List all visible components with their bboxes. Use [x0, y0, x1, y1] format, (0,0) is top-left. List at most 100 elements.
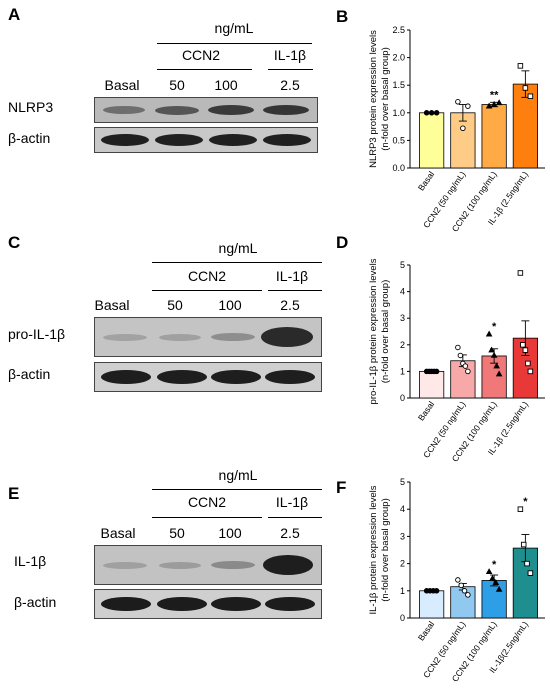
data-point [433, 368, 440, 375]
significance-mark: * [492, 559, 497, 571]
row-label-nlrp3: NLRP3 [8, 99, 54, 115]
bar [419, 590, 445, 619]
data-point [520, 541, 527, 548]
y-tick-label: 5 [400, 260, 405, 270]
data-point [527, 93, 534, 99]
col-label-basal: Basal [94, 297, 130, 313]
data-point [527, 570, 534, 576]
col-label-50: 50 [169, 77, 185, 93]
y-tick-label: 2 [400, 559, 405, 569]
data-point [457, 352, 464, 359]
panel-letter: B [336, 7, 348, 26]
data-point [495, 585, 503, 592]
data-point [495, 370, 503, 377]
significance-mark: * [523, 496, 528, 508]
bar [450, 112, 476, 169]
bar [481, 104, 507, 169]
group-label-ccn2: CCN2 [187, 268, 227, 284]
data-point [527, 368, 534, 375]
y-tick-label: 4 [400, 287, 405, 297]
group-line-ccn2 [152, 517, 262, 518]
col-label-100: 100 [214, 77, 238, 93]
data-point [520, 342, 526, 348]
row-label-actin: β-actin [8, 366, 51, 382]
blot-strip-nlrp3 [94, 97, 318, 123]
y-tick-label: 0 [400, 613, 405, 623]
data-point [493, 362, 500, 369]
band [211, 561, 255, 569]
y-tick-label: 1.5 [392, 80, 405, 90]
unit-line [152, 489, 322, 490]
data-point [524, 560, 530, 567]
band [103, 106, 145, 114]
band [103, 334, 147, 341]
col-label-2-5: 2.5 [280, 77, 300, 93]
y-tick-label: 2 [400, 340, 405, 350]
data-point [455, 99, 461, 105]
band [265, 370, 315, 384]
y-axis-label: NLRP3 protein expression levels [368, 30, 379, 168]
col-label-100: 100 [218, 297, 242, 313]
data-point [455, 344, 461, 351]
group-line-il1b [268, 517, 322, 518]
data-point [461, 588, 468, 594]
band [159, 562, 201, 569]
band [211, 370, 261, 384]
group-line-ccn2 [152, 290, 262, 291]
data-point [455, 577, 461, 583]
y-tick-label: 0 [400, 393, 405, 403]
blot-strip-actin [94, 362, 322, 392]
row-label-il1b: IL-1β [14, 553, 47, 569]
col-label-basal: Basal [100, 525, 136, 541]
band [101, 134, 149, 146]
y-tick-label: 0.0 [392, 163, 405, 173]
y-tick-label: 0.5 [392, 135, 405, 145]
bar [512, 83, 538, 169]
data-point [485, 330, 493, 337]
band [209, 134, 257, 146]
band [101, 370, 151, 384]
data-point [433, 588, 440, 594]
bar [419, 112, 445, 169]
blot-strip-pro-il1b [94, 317, 322, 357]
y-tick-label: 1 [400, 586, 405, 596]
band [101, 597, 151, 611]
group-line-il1b [268, 290, 322, 291]
unit-line [157, 43, 312, 44]
data-point [489, 574, 496, 581]
y-axis-label: pro-IL-1β protein expression levels [368, 258, 379, 404]
data-point [492, 579, 500, 585]
y-tick-label: 5 [400, 477, 405, 487]
data-point [522, 85, 529, 91]
data-point [525, 360, 531, 367]
data-point [517, 506, 524, 512]
band [263, 134, 311, 146]
panel-letter-a: A [8, 5, 21, 24]
panel-letter: F [336, 478, 346, 497]
row-label-actin: β-actin [14, 594, 57, 610]
data-point [522, 347, 529, 353]
data-point [465, 103, 471, 109]
data-point [485, 568, 493, 575]
col-label-50: 50 [169, 525, 185, 541]
data-point [488, 346, 495, 353]
y-tick-label: 2.5 [392, 25, 405, 35]
row-label-actin: β-actin [8, 130, 51, 146]
y-tick-label: 2.0 [392, 53, 405, 63]
band [157, 370, 207, 384]
y-tick-label: 1.0 [392, 108, 405, 118]
band [155, 106, 199, 115]
group-label-ccn2: CCN2 [181, 47, 221, 63]
blot-strip-actin [94, 127, 318, 153]
data-point [458, 582, 464, 589]
data-point [517, 63, 524, 69]
col-label-100: 100 [218, 525, 242, 541]
group-label-ccn2: CCN2 [187, 494, 227, 510]
x-tick-label: Basal [416, 619, 436, 642]
data-point [490, 100, 498, 107]
group-line-ccn2 [157, 69, 252, 70]
y-tick-label: 4 [400, 504, 405, 514]
y-axis-label-2: (n-fold over basal group) [380, 280, 391, 384]
row-label-pro-il1b: pro-IL-1β [8, 326, 66, 342]
